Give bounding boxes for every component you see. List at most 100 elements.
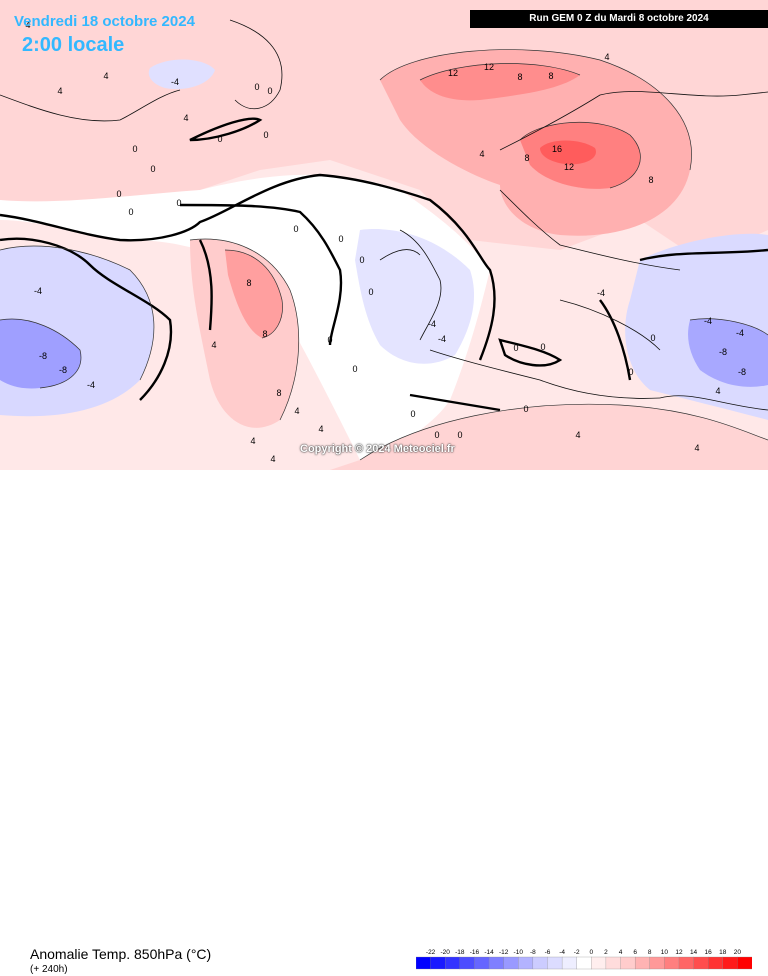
contour-label: 12 <box>448 68 458 78</box>
contour-label: 8 <box>276 388 281 398</box>
contour-label: 0 <box>293 224 298 234</box>
anomaly-zone-cool-france <box>355 229 475 364</box>
legend-tick-label: -4 <box>559 949 565 956</box>
legend-swatch <box>430 956 446 970</box>
contour-label: 4 <box>479 149 484 159</box>
anomaly-zone-cold-east-8 <box>688 318 768 387</box>
lead-time: (+ 240h) <box>30 964 68 975</box>
contour-label: 4 <box>57 86 62 96</box>
contour-label: 0 <box>650 333 655 343</box>
legend-tick-label: -16 <box>470 949 480 956</box>
anomaly-zone-warm-south <box>330 404 768 470</box>
legend-tick-label: 20 <box>734 949 742 956</box>
contour-label: 4 <box>604 52 609 62</box>
contour-label: 0 <box>410 409 415 419</box>
legend-tick-label: 2 <box>604 949 608 956</box>
legend-swatch <box>547 956 563 970</box>
legend-swatch <box>488 956 505 970</box>
legend-swatch <box>576 956 592 970</box>
legend-tick-label: 12 <box>675 949 683 956</box>
anomaly-zone-warm-ridge-8 <box>225 250 283 338</box>
legend-tick-label: 10 <box>661 949 669 956</box>
color-scale-legend: -22 -20 -18 -16 -14 -12 -10 -8 -6 -4 -2 0 2 4 6 8 10 12 14… <box>416 949 752 970</box>
contour-label: -8 <box>39 351 47 361</box>
contour-label: 4 <box>250 436 255 446</box>
legend-tick-label: -8 <box>530 949 536 956</box>
contour-label: 4 <box>575 430 580 440</box>
copyright: Copyright © 2024 Meteociel.fr <box>300 443 455 455</box>
contour-label: -4 <box>34 286 42 296</box>
contour-label: 8 <box>648 175 653 185</box>
legend-tick-label: -18 <box>455 949 465 956</box>
contour-label: 0 <box>267 86 272 96</box>
valid-time: 2:00 locale <box>22 34 125 56</box>
contour-label: 0 <box>523 404 528 414</box>
footer-bar: Anomalie Temp. 850hPa (°C) (+ 240h) -22-… <box>0 470 768 975</box>
legend-swatch <box>532 956 548 970</box>
legend-swatch <box>503 956 519 970</box>
contour-label: 0 <box>368 287 373 297</box>
legend-tick-label: 4 <box>619 949 623 956</box>
contour-label: -4 <box>597 288 605 298</box>
contour-label: -4 <box>736 328 744 338</box>
anomaly-zone-scandinavia-16 <box>540 140 596 165</box>
legend-tick-label: 6 <box>633 949 637 956</box>
legend-swatch <box>518 956 534 970</box>
contour-label: 4 <box>318 424 323 434</box>
contour-label: -4 <box>87 380 95 390</box>
legend-tick-label: -12 <box>499 949 509 956</box>
contour-label: 0 <box>176 198 181 208</box>
legend-tick-label: 14 <box>690 949 698 956</box>
legend-swatch <box>649 956 665 970</box>
legend-swatch <box>605 956 621 970</box>
contour-label: 0 <box>513 343 518 353</box>
contour-label: 0 <box>359 255 364 265</box>
anomaly-zone-greenland-cool <box>148 59 215 90</box>
anomaly-zone-scandinavia-12 <box>420 63 580 101</box>
legend-swatch <box>634 956 651 970</box>
contour-label: 0 <box>217 134 222 144</box>
contour-label: 0 <box>263 130 268 140</box>
contour-label: 4 <box>270 454 275 464</box>
contour-label: 4 <box>183 113 188 123</box>
contour-label: 0 <box>128 207 133 217</box>
legend-swatch <box>416 956 432 970</box>
legend-tick-label: -14 <box>484 949 494 956</box>
contour-label: 0 <box>540 342 545 352</box>
legend-tick-label: -6 <box>545 949 551 956</box>
contour-label: 4 <box>211 340 216 350</box>
legend-swatch <box>678 956 695 970</box>
contour-label: -4 <box>171 77 179 87</box>
contour-label: 0 <box>116 189 121 199</box>
contour-label: 0 <box>150 164 155 174</box>
contour-label: 4 <box>694 443 699 453</box>
anomaly-zone-cold-west-8 <box>0 319 81 389</box>
legend-swatch <box>561 956 578 970</box>
contour-label: 4 <box>294 406 299 416</box>
contour-label: 8 <box>517 72 522 82</box>
contour-label: -8 <box>719 347 727 357</box>
contour-label: -4 <box>704 316 712 326</box>
legend-tick-label: 0 <box>589 949 593 956</box>
contour-label: 0 <box>352 364 357 374</box>
contour-label: 0 <box>628 367 633 377</box>
legend-tick-label: -20 <box>441 949 451 956</box>
legend-tick-label: -22 <box>426 949 436 956</box>
contour-label: 4 <box>25 20 30 30</box>
zero-contours <box>0 117 768 412</box>
contour-label: 4 <box>103 71 108 81</box>
contour-label: 4 <box>715 386 720 396</box>
contour-label: -8 <box>738 367 746 377</box>
legend-tick-label: 16 <box>705 949 713 956</box>
contour-label: 0 <box>254 82 259 92</box>
legend-swatch <box>474 956 490 970</box>
legend-swatch <box>722 956 738 970</box>
contour-label: -8 <box>59 365 67 375</box>
contour-label: 8 <box>548 71 553 81</box>
contour-label: 12 <box>484 62 494 72</box>
contour-label: 0 <box>132 144 137 154</box>
legend-swatch <box>664 956 680 970</box>
